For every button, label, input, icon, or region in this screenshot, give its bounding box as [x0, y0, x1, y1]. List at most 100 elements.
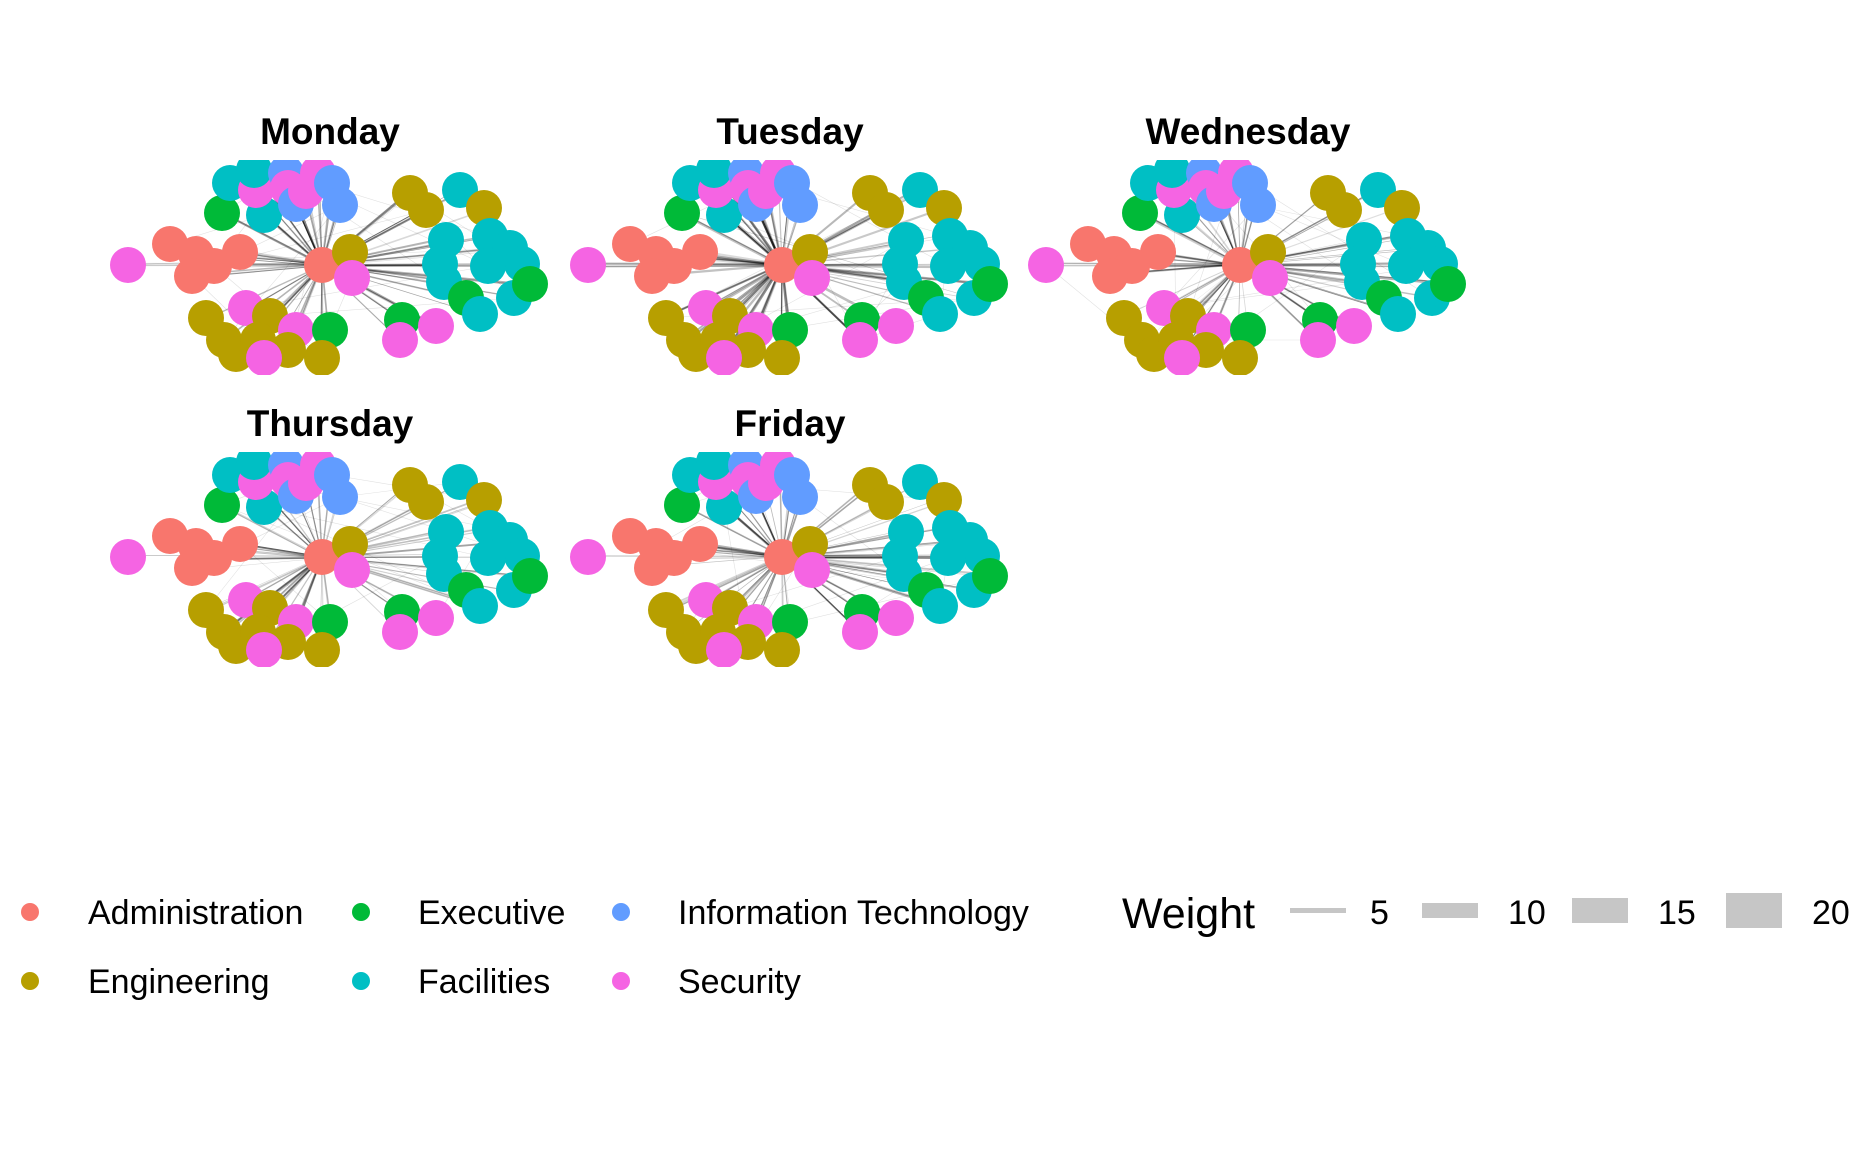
- node-information-technology: [322, 479, 358, 515]
- legend-key-security: [612, 972, 630, 990]
- node-engineering: [926, 482, 962, 518]
- node-security: [382, 322, 418, 358]
- node-layer: [1028, 160, 1466, 375]
- edge: [221, 504, 323, 558]
- panel-wednesday: Wednesday: [1028, 111, 1466, 375]
- node-administration: [1222, 247, 1258, 283]
- node-engineering: [1384, 190, 1420, 226]
- node-engineering: [926, 190, 962, 226]
- edge: [664, 263, 783, 318]
- panel-friday: Friday: [570, 403, 1008, 667]
- network-graph: [570, 452, 1008, 667]
- node-facilities: [462, 588, 498, 624]
- node-security: [842, 614, 878, 650]
- node-security: [110, 539, 146, 575]
- node-executive: [512, 266, 548, 302]
- node-facilities: [1388, 248, 1424, 284]
- node-administration: [174, 550, 210, 586]
- weight-legend-title: Weight: [1122, 890, 1255, 938]
- legend-label-executive: Executive: [418, 894, 565, 932]
- node-layer: [570, 160, 1008, 375]
- node-facilities: [470, 540, 506, 576]
- weight-label-10: 10: [1508, 894, 1546, 932]
- node-security: [842, 322, 878, 358]
- node-facilities: [930, 540, 966, 576]
- node-administration: [764, 247, 800, 283]
- edge: [665, 556, 783, 611]
- weight-legend: Weight 5 10 15 20: [1122, 890, 1850, 938]
- legend-key-facilities: [352, 972, 370, 990]
- node-administration: [634, 258, 670, 294]
- node-facilities: [236, 160, 272, 188]
- edge: [665, 556, 783, 610]
- department-legend: Administration Executive Information Tec…: [21, 894, 1029, 1001]
- node-security: [110, 247, 146, 283]
- node-facilities: [930, 248, 966, 284]
- legend-key-administration: [21, 903, 39, 921]
- network-graph: [110, 452, 548, 667]
- edge: [1163, 204, 1259, 309]
- node-executive: [972, 558, 1008, 594]
- node-engineering: [1250, 234, 1286, 270]
- node-facilities: [696, 452, 732, 480]
- edge: [206, 556, 323, 612]
- edge: [664, 264, 783, 318]
- node-security: [1028, 247, 1064, 283]
- weight-key-15: [1572, 898, 1628, 923]
- node-security: [570, 247, 606, 283]
- node-administration: [304, 247, 340, 283]
- weight-key-10: [1422, 903, 1478, 918]
- panel-title: Tuesday: [716, 111, 864, 152]
- node-security: [1300, 322, 1336, 358]
- node-executive: [664, 487, 700, 523]
- node-security: [334, 552, 370, 588]
- node-security: [878, 308, 914, 344]
- panel-tuesday: Tuesday: [570, 111, 1008, 375]
- network-graph: [570, 160, 1008, 375]
- node-executive: [772, 604, 808, 640]
- panel-title: Thursday: [247, 403, 414, 444]
- edge: [664, 263, 783, 318]
- legend-label-engineering: Engineering: [88, 963, 269, 1001]
- node-administration: [174, 258, 210, 294]
- node-administration: [634, 550, 670, 586]
- panel-title: Friday: [734, 403, 845, 444]
- edge: [1257, 204, 1407, 267]
- node-engineering: [332, 234, 368, 270]
- node-engineering: [764, 340, 800, 375]
- edge: [1141, 213, 1241, 267]
- panel-thursday: Thursday: [110, 403, 548, 667]
- legend-label-information-technology: Information Technology: [678, 894, 1029, 932]
- node-security: [418, 600, 454, 636]
- legend-label-security: Security: [678, 963, 801, 1001]
- node-engineering: [304, 632, 340, 667]
- node-layer: [110, 452, 548, 667]
- edge: [1122, 263, 1241, 317]
- node-engineering: [466, 190, 502, 226]
- edge: [239, 543, 331, 623]
- node-information-technology: [322, 187, 358, 223]
- node-executive: [1230, 312, 1266, 348]
- network-graph: [1028, 160, 1466, 375]
- node-security: [794, 552, 830, 588]
- node-facilities: [1154, 160, 1190, 188]
- node-facilities: [236, 452, 272, 480]
- panels-layer: Monday Tuesday Wednesday Thursday Friday: [110, 111, 1466, 667]
- node-executive: [1122, 195, 1158, 231]
- weight-key-5: [1290, 908, 1346, 913]
- node-information-technology: [782, 479, 818, 515]
- weight-key-20: [1726, 893, 1782, 928]
- node-information-technology: [1240, 187, 1276, 223]
- node-executive: [1430, 266, 1466, 302]
- node-executive: [512, 558, 548, 594]
- legend-key-information-technology: [612, 903, 630, 921]
- node-administration: [764, 539, 800, 575]
- node-security: [706, 632, 742, 667]
- node-executive: [312, 604, 348, 640]
- node-engineering: [332, 526, 368, 562]
- node-engineering: [792, 234, 828, 270]
- node-administration: [304, 539, 340, 575]
- legend-label-facilities: Facilities: [418, 963, 550, 1001]
- node-security: [1336, 308, 1372, 344]
